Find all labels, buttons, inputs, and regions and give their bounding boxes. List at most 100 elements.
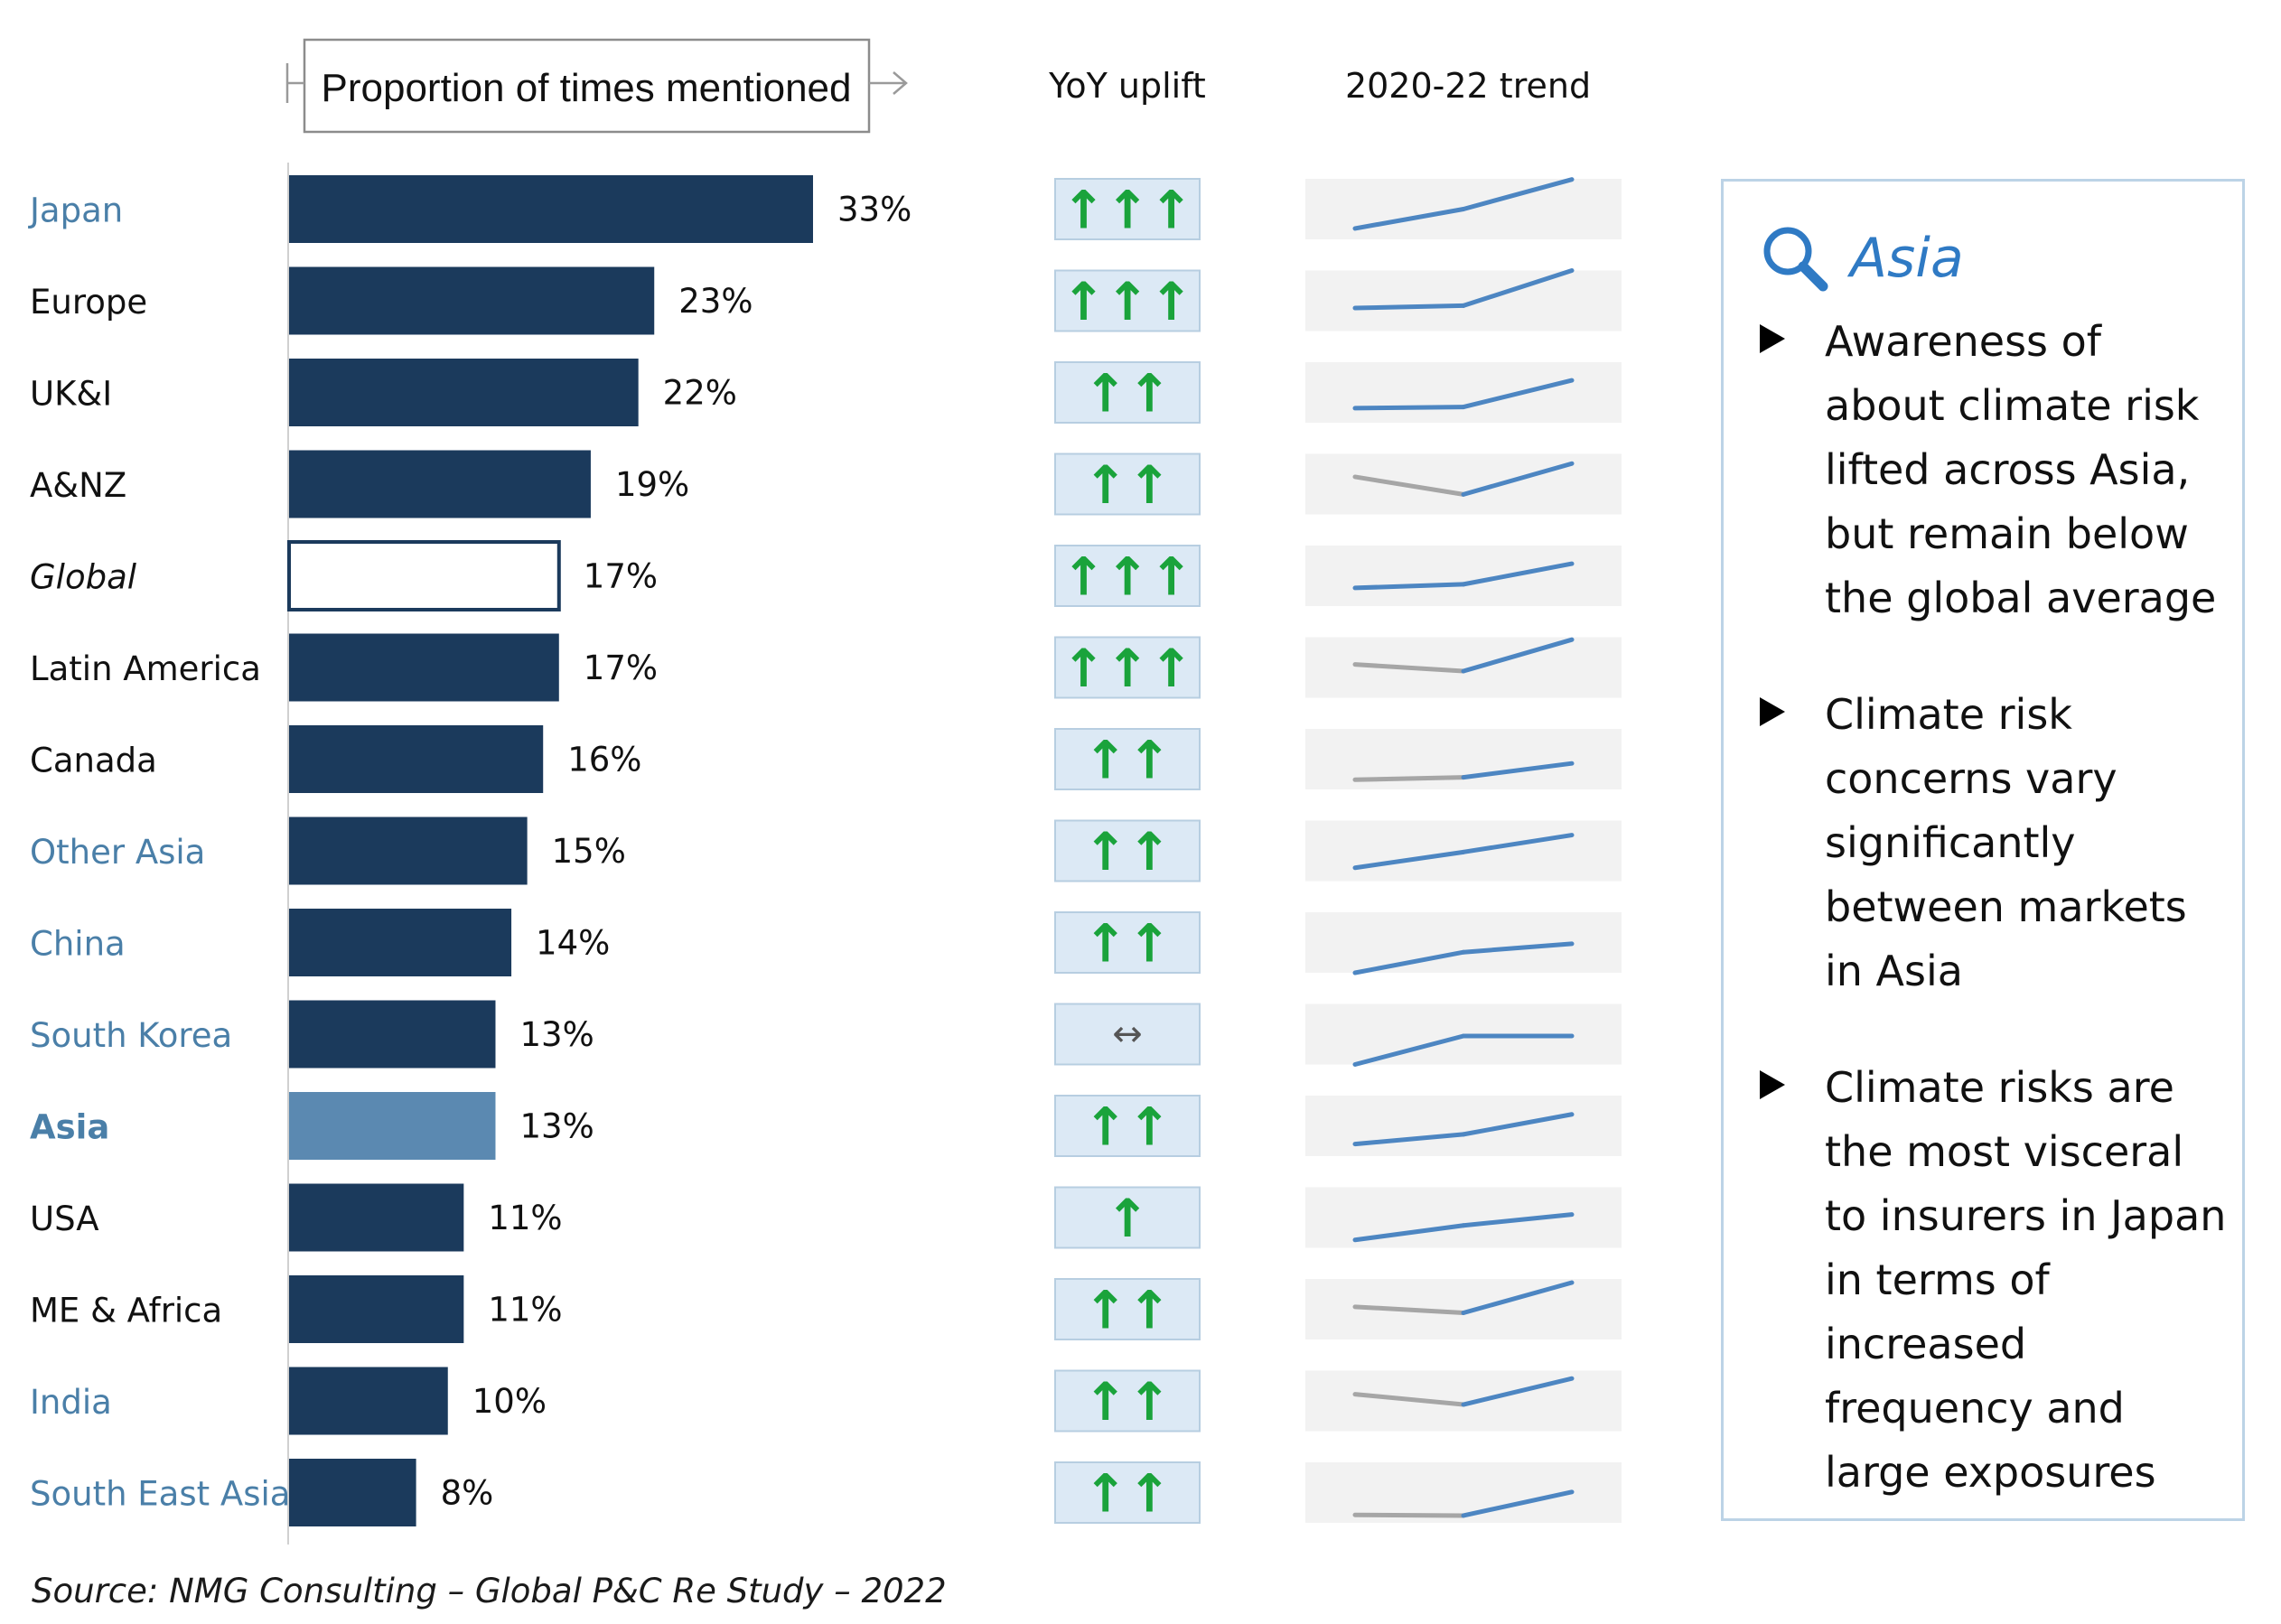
trend-line-2020-21 <box>1352 474 1466 497</box>
bars-header: Proportion of times mentioned <box>322 66 852 110</box>
bar <box>289 175 813 243</box>
category-label: Other Asia <box>30 833 205 872</box>
category-label: South East Asia <box>30 1475 290 1514</box>
bar <box>289 633 559 702</box>
trend-box <box>1305 1096 1622 1156</box>
value-label: 22% <box>663 374 737 413</box>
trend-line-2021-22 <box>1461 1280 1575 1316</box>
yoy-box <box>1054 1278 1201 1340</box>
bar <box>289 817 528 885</box>
trend-box <box>1305 1370 1622 1432</box>
bars-header-box <box>303 38 871 134</box>
trend-line-2021-22 <box>1461 637 1575 674</box>
insight-header: Asia <box>1760 218 1964 299</box>
value-label: 10% <box>472 1382 547 1421</box>
trend-line-2020-21 <box>1352 207 1466 231</box>
bar <box>289 725 544 793</box>
yoy-arrows: ↑↑ <box>1083 1280 1171 1341</box>
bar <box>289 266 655 335</box>
yoy-arrows: ↔ <box>1112 1013 1143 1055</box>
value-label: 33% <box>837 191 911 229</box>
trend-line-2020-21 <box>1352 1512 1466 1518</box>
value-label: 8% <box>441 1474 494 1513</box>
chart: Proportion of times mentioned YoY uplift 2… <box>28 38 1622 1545</box>
bullet-triangle-icon <box>1760 324 1785 353</box>
trend-header: 2020-22 trend <box>1345 66 1591 106</box>
trend-line-2020-21 <box>1352 1033 1466 1067</box>
trend-line-2021-22 <box>1461 177 1575 211</box>
yoy-box <box>1054 1003 1201 1066</box>
value-label: 23% <box>678 282 753 321</box>
category-label: Canada <box>30 742 157 780</box>
bar <box>289 1092 496 1160</box>
trend-line-2021-22 <box>1461 268 1575 308</box>
value-label: 16% <box>567 741 641 779</box>
insight-bullets: Awareness of about climate risk lifted a… <box>1760 310 2230 1557</box>
value-label: 13% <box>519 1107 594 1146</box>
yoy-box <box>1054 361 1201 424</box>
yoy-arrows: ↑↑ <box>1083 913 1171 975</box>
yoy-box <box>1054 1095 1201 1157</box>
magnifier-icon <box>1763 227 1828 292</box>
bullet-triangle-icon <box>1760 697 1785 726</box>
yoy-arrows: ↑↑ <box>1083 730 1171 791</box>
bullet-triangle-icon <box>1760 1070 1785 1099</box>
category-label: South Korea <box>30 1016 232 1055</box>
trend-line-2020-21 <box>1352 849 1466 871</box>
yoy-arrows: ↑↑ <box>1083 1463 1171 1525</box>
trend-box <box>1305 912 1622 973</box>
yoy-box <box>1054 1461 1201 1524</box>
value-label: 14% <box>536 924 610 963</box>
yoy-arrows: ↑↑ <box>1083 1371 1171 1433</box>
insight-panel: Asia Awareness of about climate risk lif… <box>1721 179 2245 1521</box>
yoy-arrows: ↑↑↑ <box>1061 546 1193 608</box>
trend-line-2020-21 <box>1352 303 1466 311</box>
bar <box>289 1183 464 1252</box>
trend-line-2021-22 <box>1461 761 1575 780</box>
value-label: 19% <box>615 465 689 504</box>
yoy-box <box>1054 911 1201 974</box>
trend-box <box>1305 1279 1622 1339</box>
trend-box <box>1305 453 1622 515</box>
yoy-box <box>1054 178 1201 240</box>
category-label: China <box>30 925 126 964</box>
value-label: 11% <box>488 1291 562 1330</box>
trend-line-2021-22 <box>1461 941 1575 955</box>
yoy-arrows: ↑↑↑ <box>1061 180 1193 241</box>
trend-line-2020-21 <box>1352 662 1466 674</box>
category-label: UK&I <box>30 375 112 414</box>
value-label: 15% <box>552 832 626 871</box>
trend-line-2021-22 <box>1461 1112 1575 1137</box>
value-label: 11% <box>488 1199 562 1237</box>
yoy-arrows: ↑↑↑ <box>1061 271 1193 332</box>
bar <box>287 540 561 611</box>
yoy-arrows: ↑↑ <box>1083 821 1171 882</box>
trend-line-2020-21 <box>1352 1392 1466 1407</box>
yoy-box <box>1054 636 1201 699</box>
bar <box>289 1000 496 1069</box>
yoy-box <box>1054 819 1201 882</box>
bar <box>289 909 512 976</box>
trend-line-2020-21 <box>1352 949 1466 975</box>
header-arrow-icon <box>893 71 908 95</box>
category-label: Latin America <box>30 649 261 688</box>
insight-bullet: Awareness of about climate risk lifted a… <box>1760 310 2230 630</box>
trend-line-2021-22 <box>1461 833 1575 854</box>
category-label: Global <box>30 558 137 597</box>
trend-box <box>1305 637 1622 698</box>
bar <box>289 1459 416 1526</box>
yoy-arrows: ↑ <box>1106 1188 1150 1249</box>
yoy-box <box>1054 269 1201 332</box>
trend-box <box>1305 362 1622 423</box>
trend-box <box>1305 270 1622 331</box>
yoy-arrows: ↑↑ <box>1083 363 1171 425</box>
trend-line-2021-22 <box>1461 1212 1575 1228</box>
category-label: India <box>30 1383 112 1422</box>
trend-line-2020-21 <box>1352 1223 1466 1243</box>
insight-bullet: Climate risks are the most visceral to i… <box>1760 1056 2230 1505</box>
trend-box <box>1305 1187 1622 1248</box>
yoy-box <box>1054 1369 1201 1433</box>
trend-line-2020-21 <box>1352 1132 1466 1147</box>
trend-line-2020-21 <box>1352 775 1466 782</box>
yoy-header: YoY uplift <box>1048 66 1206 106</box>
